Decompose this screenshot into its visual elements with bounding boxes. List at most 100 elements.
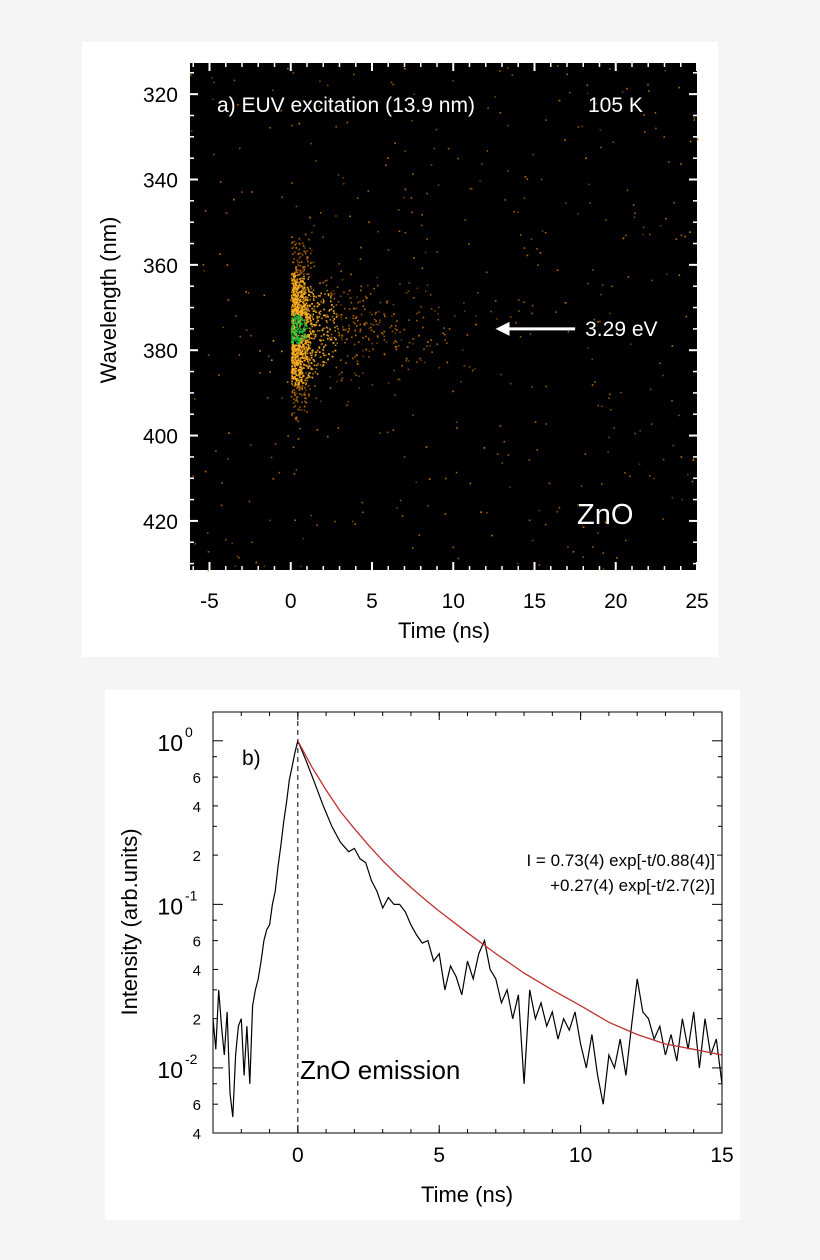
emission-dot xyxy=(412,414,414,416)
emission-dot xyxy=(295,317,298,320)
emission-dot xyxy=(298,283,301,286)
emission-dot xyxy=(399,331,401,333)
emission-dot xyxy=(307,287,309,290)
emission-dot xyxy=(207,551,210,553)
emission-dot xyxy=(308,347,311,349)
emission-dot xyxy=(481,163,483,165)
emission-dot xyxy=(307,374,310,376)
emission-dot xyxy=(447,147,450,150)
emission-dot xyxy=(297,374,299,377)
emission-dot xyxy=(293,338,295,341)
emission-dot xyxy=(324,314,327,317)
emission-dot xyxy=(544,523,547,526)
emission-dot xyxy=(290,372,293,374)
emission-dot xyxy=(567,330,570,333)
emission-dot xyxy=(501,462,504,464)
emission-dot xyxy=(347,331,349,333)
emission-dot xyxy=(294,370,296,373)
emission-dot xyxy=(303,275,305,278)
emission-dot xyxy=(370,323,372,325)
emission-dot xyxy=(299,349,301,352)
emission-dot xyxy=(305,342,307,344)
emission-dot xyxy=(297,291,300,294)
emission-dot xyxy=(272,478,275,480)
emission-dot xyxy=(290,395,293,398)
emission-dot xyxy=(355,353,358,356)
emission-dot xyxy=(358,341,360,343)
emission-dot xyxy=(298,383,300,385)
emission-dot xyxy=(397,345,400,347)
emission-dot xyxy=(314,354,317,356)
emission-dot xyxy=(291,373,294,375)
emission-dot xyxy=(287,67,289,70)
emission-dot xyxy=(463,310,466,313)
emission-dot xyxy=(312,297,315,300)
emission-dot xyxy=(693,119,696,121)
emission-dot xyxy=(346,293,349,296)
emission-dot xyxy=(310,368,313,370)
emission-dot xyxy=(340,316,342,319)
emission-dot xyxy=(290,313,293,315)
emission-dot xyxy=(544,231,547,234)
y-tick-label: 10 xyxy=(157,730,183,756)
emission-dot xyxy=(321,343,323,345)
emission-dot xyxy=(295,378,297,380)
emission-dot xyxy=(293,312,296,314)
emission-dot xyxy=(298,343,300,346)
emission-dot xyxy=(665,217,667,220)
emission-dot xyxy=(540,178,543,181)
emission-dot xyxy=(375,311,377,314)
emission-dot xyxy=(300,351,302,354)
emission-dot xyxy=(295,205,298,208)
emission-dot xyxy=(320,339,322,342)
emission-dot xyxy=(295,302,298,305)
emission-dot xyxy=(379,319,381,321)
emission-dot xyxy=(442,332,444,334)
emission-dot xyxy=(207,569,210,572)
emission-dot xyxy=(300,297,302,299)
emission-dot xyxy=(291,369,293,371)
y-minor-tick-label: 4 xyxy=(193,1126,201,1143)
emission-dot xyxy=(367,190,370,192)
emission-dot xyxy=(403,196,406,199)
emission-dot xyxy=(678,414,680,417)
emission-dot xyxy=(329,338,332,341)
emission-dot xyxy=(302,537,305,540)
emission-dot xyxy=(295,298,297,300)
emission-dot xyxy=(326,84,329,87)
emission-dot xyxy=(608,436,610,439)
emission-dot xyxy=(291,382,293,385)
emission-dot xyxy=(296,334,298,337)
emission-dot xyxy=(303,320,306,322)
emission-dot xyxy=(302,312,305,314)
emission-dot xyxy=(324,280,327,282)
emission-dot xyxy=(295,356,298,359)
emission-dot xyxy=(301,294,304,297)
emission-dot xyxy=(622,237,625,240)
emission-dot xyxy=(294,393,296,396)
emission-dot xyxy=(299,323,301,326)
emission-dot xyxy=(602,568,605,570)
emission-dot xyxy=(315,311,317,313)
emission-dot xyxy=(368,350,371,352)
emission-dot xyxy=(597,404,600,407)
emission-dot xyxy=(299,379,302,381)
emission-dot xyxy=(299,342,301,345)
emission-dot xyxy=(295,367,297,370)
emission-dot xyxy=(324,293,326,295)
emission-dot xyxy=(290,331,293,334)
emission-dot xyxy=(293,328,295,330)
emission-dot xyxy=(296,278,299,281)
emission-dot xyxy=(539,252,542,254)
emission-dot xyxy=(333,297,336,300)
emission-dot xyxy=(565,202,567,204)
emission-dot xyxy=(300,305,302,308)
emission-dot xyxy=(401,365,403,367)
emission-dot xyxy=(291,317,294,320)
emission-dot xyxy=(291,325,293,328)
emission-dot xyxy=(393,342,395,344)
emission-dot xyxy=(291,340,293,342)
emission-dot xyxy=(377,323,379,326)
emission-dot xyxy=(595,102,597,105)
emission-dot xyxy=(302,301,305,303)
